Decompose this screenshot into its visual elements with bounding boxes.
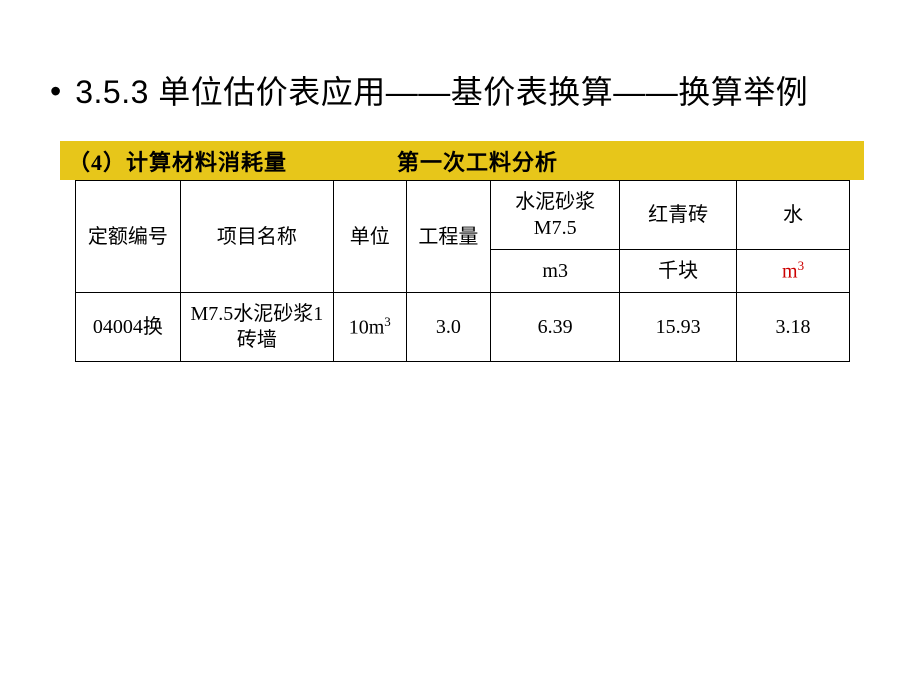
td-name: M7.5水泥砂浆1砖墙 — [180, 293, 333, 362]
td-brick: 15.93 — [620, 293, 737, 362]
bullet-icon: • — [50, 70, 61, 113]
data-table: 定额编号 项目名称 单位 工程量 水泥砂浆M7.5 红青砖 水 m3 千块 m3… — [75, 180, 850, 363]
th-mortar: 水泥砂浆M7.5 — [491, 180, 620, 249]
slide: • 3.5.3 单位估价表应用——基价表换算——换算举例 （4）计算材料消耗量 第… — [0, 0, 920, 690]
td-code: 04004换 — [76, 293, 181, 362]
heading-row: • 3.5.3 单位估价表应用——基价表换算——换算举例 — [50, 70, 870, 115]
th-water: 水 — [737, 180, 850, 249]
th-unit: 单位 — [333, 180, 406, 293]
th-brick: 红青砖 — [620, 180, 737, 249]
section-bar: （4）计算材料消耗量 第一次工料分析 — [60, 141, 864, 180]
table-row: 04004换 M7.5水泥砂浆1砖墙 10m3 3.0 6.39 15.93 3… — [76, 293, 850, 362]
td-water: 3.18 — [737, 293, 850, 362]
td-mortar: 6.39 — [491, 293, 620, 362]
th-mortar-unit: m3 — [491, 249, 620, 293]
td-qty: 3.0 — [406, 293, 491, 362]
page-title: 3.5.3 单位估价表应用——基价表换算——换算举例 — [75, 70, 808, 115]
th-brick-unit: 千块 — [620, 249, 737, 293]
th-water-unit: m3 — [737, 249, 850, 293]
table-header-row: 定额编号 项目名称 单位 工程量 水泥砂浆M7.5 红青砖 水 — [76, 180, 850, 249]
section-right: 第一次工料分析 — [397, 150, 558, 175]
th-qty: 工程量 — [406, 180, 491, 293]
th-code: 定额编号 — [76, 180, 181, 293]
th-name: 项目名称 — [180, 180, 333, 293]
td-unit: 10m3 — [333, 293, 406, 362]
section-left: （4）计算材料消耗量 — [68, 150, 287, 175]
